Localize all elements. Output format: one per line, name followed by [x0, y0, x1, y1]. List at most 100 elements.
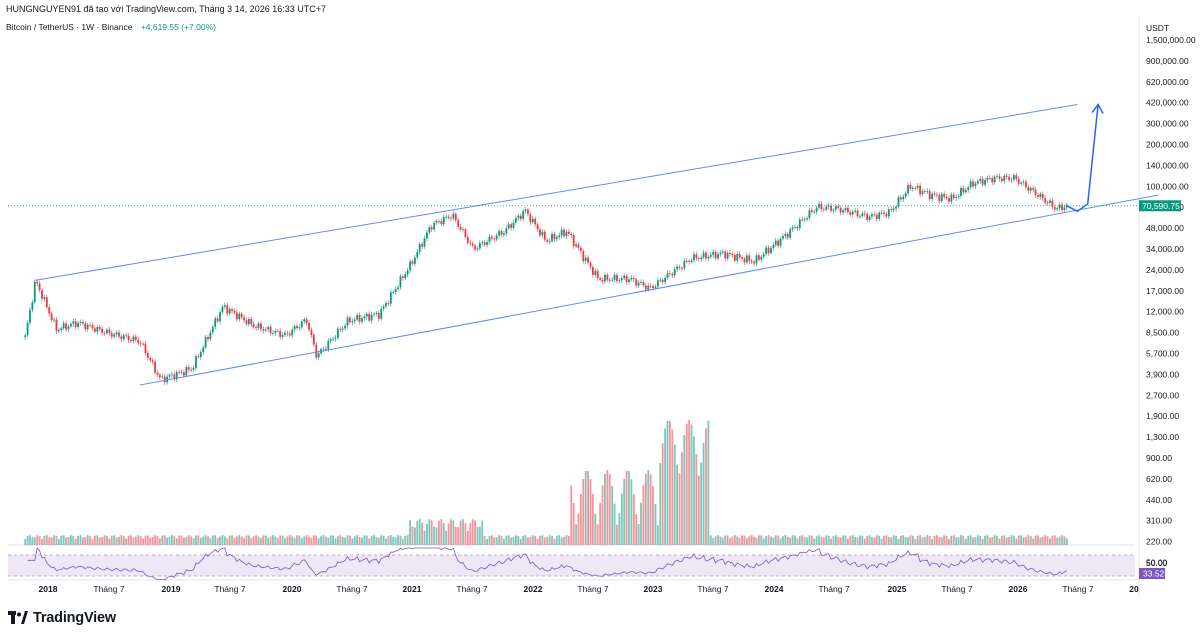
price-axis[interactable]: 1,500,000.00 900,000.00 620,000.00 420,000.… [1146, 35, 1196, 568]
candle-body [305, 319, 308, 324]
price-axis-tick: 100,000.00 [1146, 181, 1189, 191]
candle-body [772, 244, 775, 248]
candle-body [948, 198, 950, 202]
volume-bar [842, 535, 845, 545]
volume-bar [770, 536, 772, 545]
candle-body [895, 206, 897, 209]
symbol-legend[interactable]: Bitcoin / TetherUS · 1W · Binance +4,619… [6, 22, 216, 32]
volume-bar [856, 537, 859, 545]
volume-bar [57, 538, 60, 545]
volume-bar [250, 538, 253, 545]
volume-bar [668, 421, 671, 545]
price-axis-tick: 17,000.00 [1146, 286, 1184, 296]
candle-body [630, 278, 633, 280]
volume-bar [1037, 535, 1039, 545]
volume-bar [606, 470, 609, 545]
volume-bar [1022, 537, 1025, 545]
candle-body [163, 376, 166, 383]
volume-bar [729, 538, 731, 545]
volume-bar [1005, 537, 1008, 545]
candle-body [707, 256, 710, 259]
volume-bar [512, 537, 515, 545]
candle-body [185, 367, 188, 376]
time-axis[interactable]: 2018 Tháng 7 2019 Tháng 7 2020 Tháng 7 2021 Thá… [39, 584, 1139, 594]
volume-bar [1032, 538, 1035, 545]
candle-body [892, 208, 895, 211]
volume-bar [1058, 536, 1061, 545]
candle-body [478, 243, 481, 249]
candle-body [589, 262, 592, 268]
chart-attribution: HUNGNGUYEN91 đã tạo với TradingView.com,… [6, 4, 326, 14]
candle-body [678, 266, 681, 269]
candle-body [134, 336, 137, 340]
volume-bar [122, 536, 125, 545]
candle-body [543, 231, 546, 240]
volume-bar [849, 536, 852, 545]
volume-bar [974, 537, 977, 545]
candle-body [310, 329, 313, 335]
candle-body [291, 329, 294, 336]
candle-body [702, 252, 705, 258]
volume-bar [493, 537, 496, 545]
candle-body [770, 247, 772, 253]
volume-bar [1000, 535, 1003, 545]
candle-body [832, 209, 835, 211]
candle-body [190, 369, 193, 371]
time-axis-tick: 2021 [403, 584, 422, 594]
volume-bar [464, 523, 467, 545]
volume-bar [382, 535, 385, 545]
candle-body [844, 207, 847, 211]
volume-bar [551, 536, 553, 545]
channel-lines[interactable] [35, 104, 1159, 386]
volume-bar [276, 538, 279, 545]
volume-bar [428, 519, 431, 545]
volume-bar [644, 473, 647, 545]
candle-body [765, 247, 768, 255]
volume-bar [418, 519, 421, 545]
volume-bar [397, 535, 399, 545]
volume-bar [943, 535, 946, 545]
volume-bar [570, 485, 573, 545]
volume-bar [351, 538, 354, 545]
candle-body [298, 327, 301, 329]
volume-bar [741, 535, 743, 545]
volume-bar [1003, 535, 1006, 545]
candle-body [931, 193, 934, 200]
projection-path[interactable] [1066, 103, 1104, 213]
candle-body [938, 195, 941, 202]
candle-body [24, 335, 27, 337]
price-axis-tick: 3,900.00 [1146, 369, 1179, 379]
tradingview-brand[interactable]: TradingView [8, 610, 116, 626]
volume-bar [760, 535, 763, 545]
volume-bar [137, 535, 140, 545]
candle-body [401, 276, 404, 279]
candle-body [312, 334, 315, 345]
volume-bar [758, 535, 760, 545]
candle-body [69, 323, 72, 327]
volume-bar [113, 535, 116, 545]
volume-bar [818, 535, 820, 545]
volume-bar [178, 535, 181, 545]
volume-bar [65, 537, 67, 545]
candle-body [216, 318, 219, 322]
volume-bar [510, 537, 513, 545]
candle-body [839, 207, 842, 213]
volume-bar [183, 537, 185, 545]
candle-body [791, 227, 794, 230]
volume-bar [26, 535, 29, 545]
volume-bar [702, 442, 705, 545]
volume-bar [717, 535, 719, 545]
time-axis-tick: Tháng 7 [1062, 584, 1093, 594]
candle-body [199, 352, 202, 358]
volume-bar [743, 535, 746, 545]
volume-bar [567, 536, 570, 545]
candle-body [984, 179, 986, 185]
candle-body [466, 237, 469, 243]
candle-body [173, 374, 176, 380]
volume-bar [548, 535, 551, 545]
candle-body [712, 251, 715, 255]
volume-bar [337, 536, 339, 545]
volume-bar [940, 537, 943, 545]
volume-bar [772, 537, 775, 545]
